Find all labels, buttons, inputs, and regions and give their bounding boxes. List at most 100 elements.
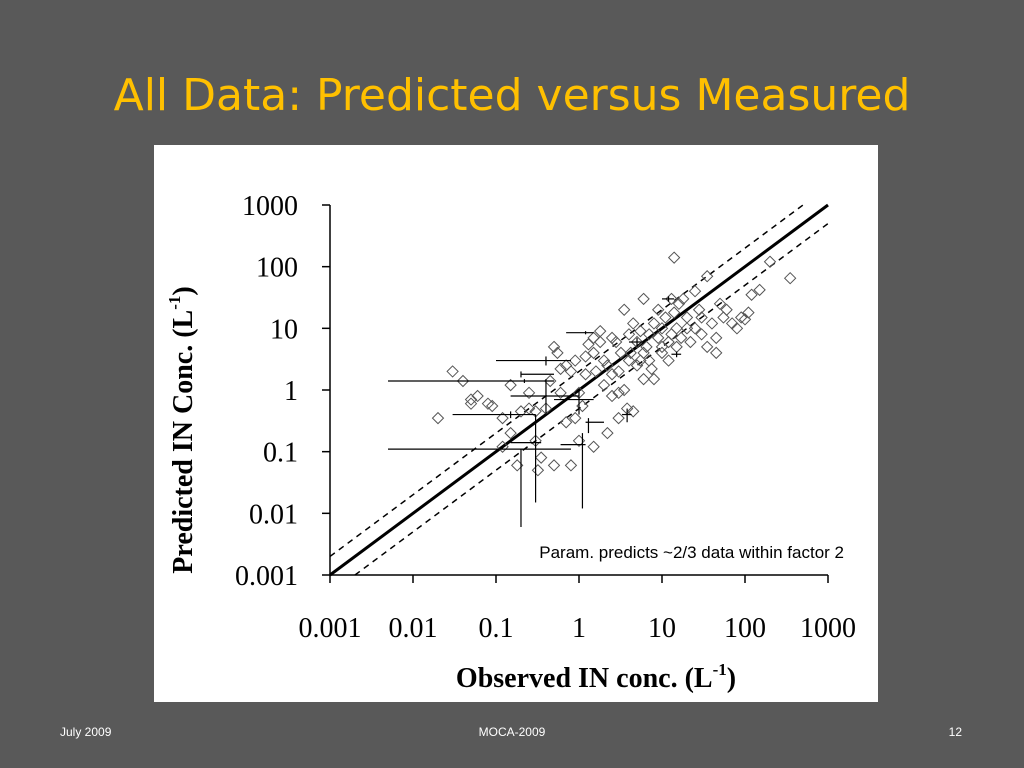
data-point-diamond bbox=[593, 324, 607, 338]
data-point-diamond bbox=[637, 346, 650, 360]
data-point-diamond bbox=[579, 368, 592, 381]
data-point-errorbar bbox=[566, 331, 594, 335]
x-axis-label: Observed IN conc. (L-1) bbox=[456, 660, 736, 694]
tick-labels: 0.001 0.01 0.1 1 10 100 1000 0.001 0.01 0.1 1 10 100… bbox=[235, 191, 856, 644]
data-point-diamond bbox=[496, 411, 509, 425]
axes bbox=[322, 204, 829, 583]
data-point-diamond bbox=[564, 459, 578, 472]
data-point-diamond bbox=[622, 328, 636, 341]
data-point-diamond bbox=[612, 365, 625, 378]
data-point-diamond bbox=[676, 292, 690, 306]
x-tick-label: 0.01 bbox=[389, 613, 438, 644]
data-point-errorbar bbox=[628, 337, 644, 347]
data-point-diamond bbox=[446, 365, 459, 378]
data-point-diamond bbox=[640, 340, 653, 354]
data-point-diamond bbox=[593, 335, 607, 349]
y-axis-label-close: ) bbox=[168, 286, 199, 295]
x-axis-label-sup: -1 bbox=[713, 660, 727, 679]
data-point-diamond bbox=[672, 297, 686, 311]
data-point-diamond bbox=[564, 365, 578, 378]
data-point-diamond bbox=[456, 374, 470, 388]
y-tick-label: 0.001 bbox=[235, 561, 298, 592]
x-axis-label-text: Observed IN conc. (L bbox=[456, 663, 713, 694]
data-point-diamond bbox=[627, 405, 640, 418]
data-point-diamond bbox=[504, 378, 517, 392]
data-point-diamond bbox=[605, 331, 619, 345]
data-point-diamond bbox=[587, 346, 600, 360]
data-point-diamond bbox=[670, 322, 683, 335]
data-point-errorbar bbox=[560, 433, 586, 509]
data-point-diamond bbox=[568, 411, 582, 425]
data-point-diamond bbox=[637, 372, 650, 386]
data-point-errorbar bbox=[388, 379, 555, 383]
data-point-diamond bbox=[554, 386, 567, 400]
data-point-errorbar bbox=[662, 296, 675, 302]
data-point-diamond bbox=[700, 340, 714, 354]
data-point-diamond bbox=[637, 292, 650, 306]
data-point-diamond bbox=[597, 354, 611, 367]
y-tick-label: 1 bbox=[284, 376, 298, 407]
data-point-diamond bbox=[720, 303, 733, 316]
data-point-diamond bbox=[601, 359, 614, 372]
data-point-diamond bbox=[710, 331, 723, 345]
data-point-diamond bbox=[534, 451, 548, 464]
x-tick-label: 100 bbox=[724, 613, 766, 644]
footer-conference: MOCA-2009 bbox=[478, 725, 546, 739]
data-point-diamond bbox=[630, 335, 644, 349]
data-point-errorbar bbox=[671, 351, 682, 358]
data-point-errorbar bbox=[520, 371, 555, 378]
data-point-diamond bbox=[504, 426, 517, 440]
data-point-diamond bbox=[605, 389, 619, 403]
data-point-errorbar bbox=[554, 390, 594, 415]
data-point-diamond bbox=[531, 464, 545, 477]
x-tick-label: 0.1 bbox=[479, 613, 514, 644]
footer-date: July 2009 bbox=[60, 725, 112, 739]
y-axis-label: Predicted IN Conc. (L-1) bbox=[165, 286, 199, 573]
x-tick-label: 1000 bbox=[800, 613, 856, 644]
data-point-diamond bbox=[655, 346, 669, 360]
data-point-diamond bbox=[496, 440, 509, 453]
y-tick-label: 100 bbox=[256, 253, 298, 284]
data-point-diamond bbox=[547, 459, 561, 472]
data-point-diamond bbox=[734, 311, 748, 324]
data-point-diamond bbox=[700, 270, 714, 283]
data-point-errorbar bbox=[496, 356, 571, 366]
y-tick-label: 0.01 bbox=[249, 499, 298, 530]
data-point-diamond bbox=[674, 331, 688, 345]
data-point-diamond bbox=[464, 397, 478, 410]
data-points bbox=[388, 251, 797, 528]
data-point-diamond bbox=[705, 317, 719, 330]
data-point-diamond bbox=[695, 311, 708, 324]
data-point-diamond bbox=[554, 362, 567, 376]
data-point-diamond bbox=[710, 346, 723, 360]
data-point-diamond bbox=[742, 306, 755, 319]
data-point-diamond bbox=[464, 393, 478, 406]
data-point-diamond bbox=[659, 311, 672, 324]
data-point-diamond bbox=[695, 328, 708, 341]
data-point-errorbar bbox=[622, 408, 632, 423]
data-point-diamond bbox=[642, 328, 656, 341]
data-point-errorbar bbox=[388, 448, 571, 528]
data-point-diamond bbox=[609, 335, 623, 349]
data-point-diamond bbox=[713, 297, 727, 311]
data-point-diamond bbox=[481, 397, 495, 410]
data-point-diamond bbox=[485, 399, 499, 413]
data-point-diamond bbox=[634, 324, 647, 338]
data-point-diamond bbox=[680, 311, 694, 324]
scatter-chart: 0.001 0.01 0.1 1 10 100 1000 0.001 0.01 0.1 1 10 100… bbox=[165, 191, 856, 694]
data-point-errorbar bbox=[510, 379, 579, 415]
data-point-diamond bbox=[665, 292, 678, 306]
data-point-diamond bbox=[651, 303, 665, 316]
data-point-diamond bbox=[597, 378, 611, 392]
data-point-diamond bbox=[559, 416, 573, 429]
data-point-diamond bbox=[647, 317, 661, 330]
data-point-diamond bbox=[431, 411, 445, 425]
data-point-diamond bbox=[617, 303, 631, 316]
y-axis-label-text: Predicted IN Conc. (L bbox=[168, 310, 199, 574]
data-point-diamond bbox=[655, 322, 669, 335]
data-point-diamond bbox=[614, 346, 628, 360]
y-tick-label: 1000 bbox=[242, 191, 298, 222]
data-point-diamond bbox=[579, 350, 592, 363]
footer-page-number: 12 bbox=[948, 725, 962, 739]
data-point-diamond bbox=[568, 354, 582, 367]
